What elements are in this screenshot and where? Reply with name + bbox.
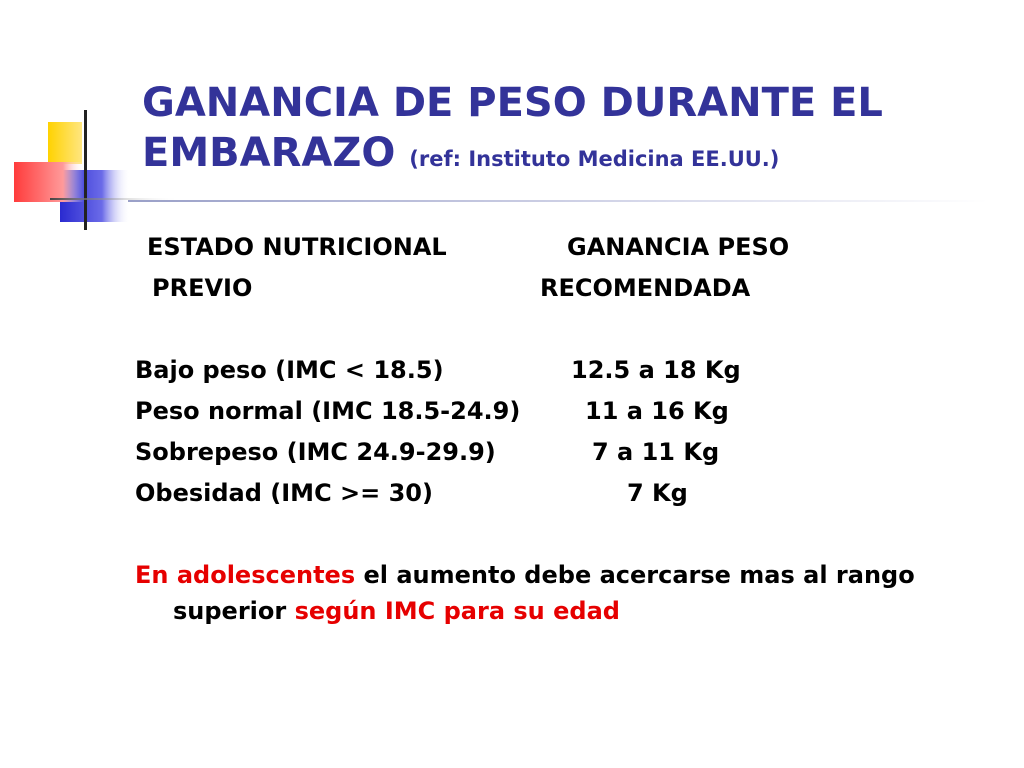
- row-status: Obesidad (IMC >= 30): [135, 479, 433, 507]
- header-status-line-2: PREVIO: [152, 274, 253, 302]
- note-line-2: superior según IMC para su edad: [173, 596, 620, 626]
- title-line-1: GANANCIA DE PESO DURANTE EL: [142, 80, 883, 126]
- row-gain: 7 a 11 Kg: [592, 438, 720, 466]
- note-text-1: el aumento debe acercarse mas al rango: [355, 561, 915, 589]
- title-reference: (ref: Instituto Medicina EE.UU.): [409, 147, 780, 171]
- header-status-line-1: ESTADO NUTRICIONAL: [147, 233, 447, 261]
- slide-title: GANANCIA DE PESO DURANTE EL EMBARAZO (re…: [142, 78, 1002, 184]
- note-line-1: En adolescentes el aumento debe acercars…: [135, 560, 915, 590]
- title-main-word: EMBARAZO: [142, 130, 396, 176]
- decorative-squares: [14, 110, 180, 230]
- row-gain: 11 a 16 Kg: [585, 397, 729, 425]
- row-status: Peso normal (IMC 18.5-24.9): [135, 397, 521, 425]
- title-line-2: EMBARAZO (ref: Instituto Medicina EE.UU.…: [142, 128, 1002, 184]
- header-gain-line-1: GANANCIA PESO: [567, 233, 790, 261]
- row-gain: 12.5 a 18 Kg: [571, 356, 741, 384]
- title-divider: [128, 200, 988, 202]
- note-highlight-adolescents: En adolescentes: [135, 561, 356, 589]
- note-text-2: superior: [173, 597, 295, 625]
- row-gain: 7 Kg: [627, 479, 688, 507]
- row-status: Sobrepeso (IMC 24.9-29.9): [135, 438, 496, 466]
- note-highlight-imc: según IMC para su edad: [294, 597, 620, 625]
- row-status: Bajo peso (IMC < 18.5): [135, 356, 444, 384]
- header-gain-line-2: RECOMENDADA: [540, 274, 751, 302]
